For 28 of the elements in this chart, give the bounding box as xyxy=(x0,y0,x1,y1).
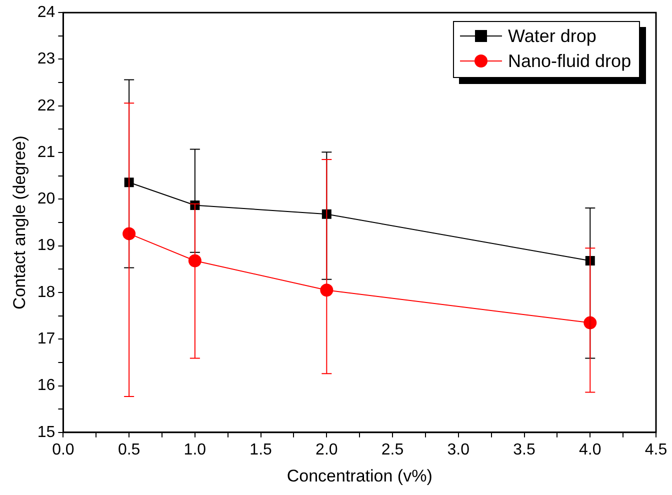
y-tick-label: 19 xyxy=(37,237,56,254)
y-tick-label: 16 xyxy=(37,377,56,394)
x-tick-label: 1.5 xyxy=(250,441,272,458)
x-axis-title: Concentration (v%) xyxy=(286,466,432,486)
y-tick-label: 17 xyxy=(37,330,56,348)
x-tick-label: 3.5 xyxy=(513,441,536,458)
x-tick-label: 3.0 xyxy=(447,441,470,458)
point xyxy=(584,316,597,330)
x-tick-label: 1.0 xyxy=(184,441,206,458)
y-tick-label: 22 xyxy=(37,97,56,114)
y-tick-label: 23 xyxy=(37,50,56,68)
y-tick-label: 20 xyxy=(37,190,56,208)
x-tick-label: 4.5 xyxy=(644,441,668,458)
y-axis-title: Contact angle (degree) xyxy=(10,136,29,310)
x-tick-label: 4.0 xyxy=(579,441,602,458)
x-tick-label: 2.5 xyxy=(381,441,404,458)
point xyxy=(122,227,136,240)
legend-label: Nano-fluid drop xyxy=(508,50,632,73)
x-tick-label: 2.0 xyxy=(316,441,338,458)
y-tick-label: 15 xyxy=(37,424,56,441)
legend-label: Water drop xyxy=(508,24,596,48)
y-tick-label: 24 xyxy=(37,4,56,22)
x-tick-label: 0.5 xyxy=(118,441,140,458)
y-tick-label: 18 xyxy=(37,284,56,301)
point xyxy=(188,254,202,268)
y-tick-label: 21 xyxy=(37,144,56,161)
x-tick-label: 0.0 xyxy=(52,441,74,458)
point xyxy=(320,284,334,297)
